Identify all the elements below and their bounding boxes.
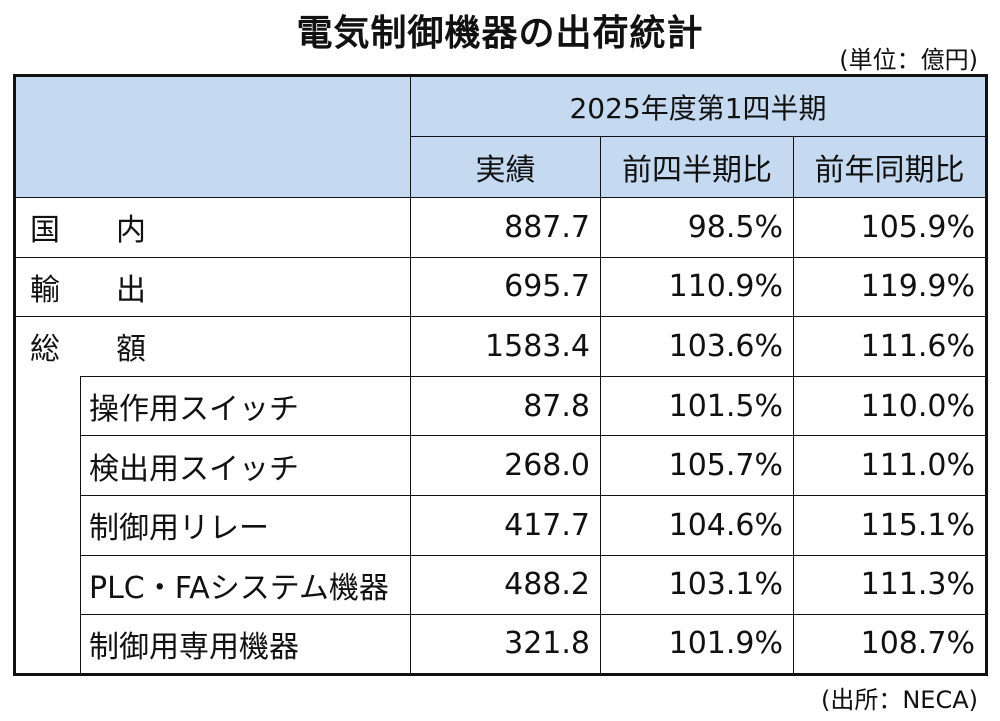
row-label: 輸出 [14, 256, 411, 318]
table-row: 輸出 695.7 110.9% 119.9% [14, 256, 987, 318]
row-label: 国内 [14, 197, 411, 258]
actual-cell: 417.7 [410, 494, 601, 556]
page-title: 電気制御機器の出荷統計 [296, 13, 704, 54]
table-row: 操作用スイッチ 87.8 101.5% 110.0% [14, 375, 987, 437]
indent-cell [14, 495, 81, 556]
sub-row-label: 操作用スイッチ [80, 375, 411, 437]
row-label: 総額 [14, 316, 411, 377]
sub-row-label: 制御用リレー [80, 494, 411, 556]
yoy-cell: 111.6% [793, 316, 987, 377]
table-row: 国内 887.7 98.5% 105.9% [14, 197, 987, 258]
yoy-cell: 111.3% [793, 554, 987, 616]
table-row: 検出用スイッチ 268.0 105.7% 111.0% [14, 435, 987, 496]
actual-cell: 321.8 [410, 614, 601, 675]
qoq-cell: 103.1% [600, 554, 794, 616]
indent-cell [14, 555, 81, 615]
yoy-cell: 119.9% [793, 256, 987, 318]
actual-cell: 695.7 [410, 256, 601, 318]
actual-cell: 268.0 [410, 435, 601, 496]
sub-row-label: 制御用専用機器 [80, 614, 411, 675]
qoq-cell: 98.5% [600, 197, 794, 258]
source-note: (出所：NECA) [820, 686, 978, 714]
unit-note: (単位：億円) [839, 46, 978, 74]
period-header: 2025年度第1四半期 [410, 75, 987, 137]
indent-cell [14, 614, 81, 676]
yoy-cell: 105.9% [793, 197, 987, 258]
yoy-cell: 111.0% [793, 435, 987, 496]
sub-row-label: PLC・FAシステム機器 [80, 554, 411, 616]
sub-row-label: 検出用スイッチ [80, 435, 411, 496]
table-row: PLC・FAシステム機器 488.2 103.1% 111.3% [14, 554, 987, 616]
yoy-cell: 110.0% [793, 375, 987, 437]
indent-cell [14, 376, 81, 436]
qoq-cell: 103.6% [600, 316, 794, 377]
actual-cell: 887.7 [410, 197, 601, 258]
qoq-cell: 101.9% [600, 614, 794, 675]
yoy-cell: 115.1% [793, 494, 987, 556]
row-label-char: 内 [116, 213, 146, 249]
row-label-char: 出 [116, 272, 146, 308]
column-header-qoq: 前四半期比 [600, 136, 794, 198]
qoq-cell: 101.5% [600, 375, 794, 437]
shipment-table: 2025年度第1四半期 実績 前四半期比 前年同期比 国内 887.7 98.5… [13, 74, 988, 676]
actual-cell: 488.2 [410, 554, 601, 616]
yoy-cell: 108.7% [793, 614, 987, 675]
actual-cell: 87.8 [410, 375, 601, 437]
row-label-char: 額 [116, 332, 146, 368]
row-label-char: 輸 [30, 272, 60, 308]
row-label-char: 総 [30, 332, 60, 368]
column-header-yoy: 前年同期比 [793, 136, 987, 198]
qoq-cell: 105.7% [600, 435, 794, 496]
qoq-cell: 104.6% [600, 494, 794, 556]
qoq-cell: 110.9% [600, 256, 794, 318]
table-row: 総額 1583.4 103.6% 111.6% [14, 316, 987, 377]
header-corner [14, 75, 411, 198]
column-header-actual: 実績 [410, 136, 601, 198]
actual-cell: 1583.4 [410, 316, 601, 377]
table-row: 制御用リレー 417.7 104.6% 115.1% [14, 494, 987, 556]
indent-cell [14, 435, 81, 496]
row-label-char: 国 [30, 213, 60, 249]
table-row: 制御用専用機器 321.8 101.9% 108.7% [14, 614, 987, 676]
